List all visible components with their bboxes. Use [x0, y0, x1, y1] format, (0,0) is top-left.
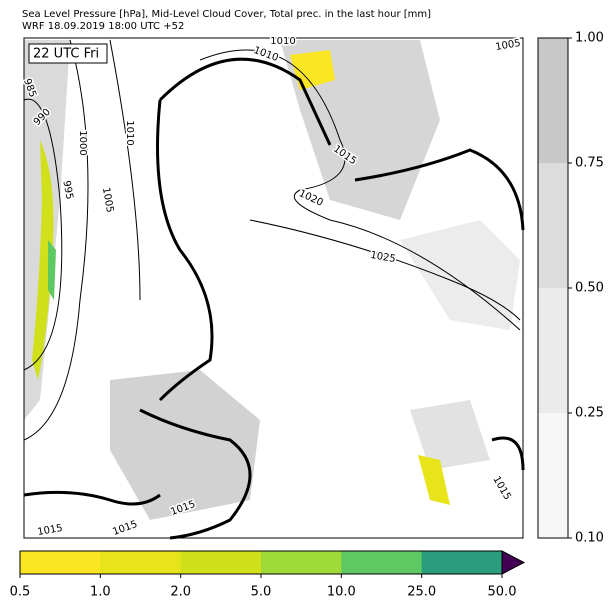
colorbar-tick-label: 1.00 — [575, 31, 604, 46]
colorbar-segment — [538, 163, 568, 288]
colorbar-tick-label: 5.0 — [251, 585, 272, 600]
cloud-patch — [280, 40, 440, 220]
isobar — [23, 39, 89, 441]
colorbar-segment — [341, 551, 423, 574]
colorbar-segment — [100, 551, 182, 574]
cloud-colorbar: 0.10 0.25 0.50 0.75 1.00 — [537, 31, 604, 546]
isobar-1015 — [158, 57, 525, 231]
cloud-patch — [110, 370, 260, 520]
header-line: WRF 18.09.2019 18:00 UTC +52 — [22, 21, 184, 32]
precip-patch — [418, 455, 450, 505]
colorbar-segment — [421, 551, 503, 574]
header-line: Sea Level Pressure [hPa], Mid-Level Clou… — [22, 9, 431, 20]
colorbar-segment — [538, 288, 568, 413]
time-label: 22 UTC Fri — [33, 47, 99, 62]
colorbar-tick-label: 0.5 — [10, 585, 31, 600]
contour-label: 1000 — [77, 130, 88, 155]
colorbar-segment — [180, 551, 262, 574]
colorbar-segment — [538, 413, 568, 538]
colorbar-segment — [20, 551, 101, 574]
isobar — [199, 49, 521, 331]
colorbar-segment — [538, 38, 568, 163]
isobar — [249, 219, 521, 321]
colorbar-tick-label: 0.50 — [575, 281, 604, 296]
precip-patch — [32, 140, 54, 380]
precip-colorbar: 0.5 1.0 2.0 5.0 10.0 25.0 50.0 — [10, 550, 526, 600]
contour-label: 1010 — [124, 120, 135, 145]
colorbar-tick-label: 10.0 — [327, 585, 356, 600]
cloud-patch — [410, 400, 490, 470]
colorbar-tick-label: 0.75 — [575, 156, 604, 171]
colorbar-tick-label: 0.25 — [575, 406, 604, 421]
contour-label: 995 — [60, 180, 74, 201]
map-frame — [23, 37, 524, 539]
isobar — [109, 39, 141, 301]
cloud-patch — [400, 220, 520, 330]
colorbar-tick-label: 1.0 — [90, 585, 111, 600]
colorbar-tick-label: 25.0 — [407, 585, 436, 600]
contour-label: 1010 — [270, 36, 295, 47]
precip-patch — [48, 240, 56, 300]
colorbar-extension — [501, 550, 526, 575]
colorbar-tick-label: 2.0 — [170, 585, 191, 600]
colorbar-tick-label: 50.0 — [488, 585, 517, 600]
isobar — [23, 98, 63, 371]
isobar-1015 — [139, 99, 252, 540]
colorbar-segment — [261, 551, 342, 574]
time-box — [28, 43, 108, 64]
colorbar-tick-label: 0.10 — [575, 531, 604, 546]
